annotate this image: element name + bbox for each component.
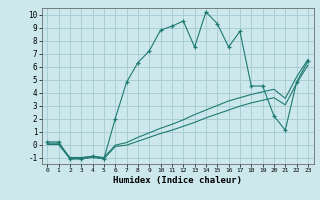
X-axis label: Humidex (Indice chaleur): Humidex (Indice chaleur)	[113, 176, 242, 185]
